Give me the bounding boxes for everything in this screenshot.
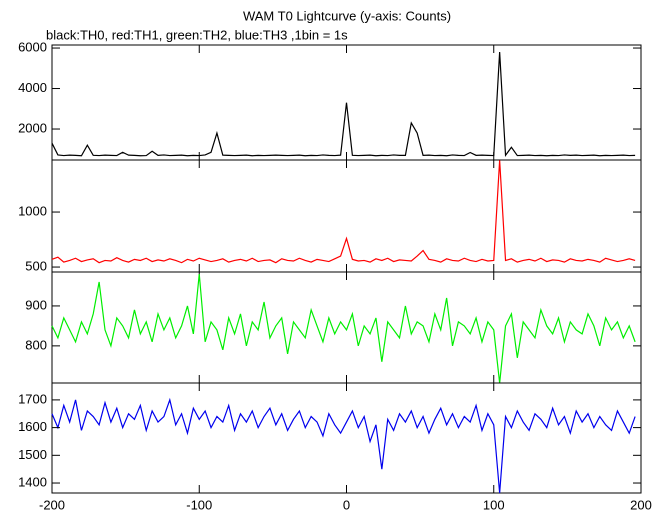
chart-title: WAM T0 Lightcurve (y-axis: Counts) — [243, 8, 451, 23]
panel-frame — [51, 159, 642, 273]
y-tick-label: 6000 — [18, 39, 47, 54]
y-tick-label: 1400 — [18, 474, 47, 489]
y-tick-label: 800 — [25, 337, 47, 352]
x-tick-label: -200 — [39, 497, 65, 512]
y-tick-label: 1700 — [18, 391, 47, 406]
panel-frame — [51, 382, 642, 494]
y-tick-label: 900 — [25, 297, 47, 312]
y-tick-label: 2000 — [18, 120, 47, 135]
panel-frame — [51, 271, 642, 384]
chart-subtitle: black:TH0, red:TH1, green:TH2, blue:TH3 … — [46, 27, 348, 42]
y-tick-label: 1600 — [18, 419, 47, 434]
lightcurve — [51, 52, 636, 158]
x-tick-label: 200 — [630, 497, 652, 512]
y-tick-label: 1500 — [18, 447, 47, 462]
x-tick-label: 0 — [343, 497, 350, 512]
y-tick-label: 1000 — [18, 203, 47, 218]
x-tick-label: -100 — [186, 497, 212, 512]
y-tick-label: 4000 — [18, 80, 47, 95]
lightcurve — [51, 273, 636, 384]
y-tick-label: 500 — [25, 258, 47, 273]
lightcurve — [51, 397, 636, 494]
panel-frame — [51, 44, 642, 161]
lightcurve — [51, 160, 636, 264]
x-tick-label: 100 — [483, 497, 505, 512]
